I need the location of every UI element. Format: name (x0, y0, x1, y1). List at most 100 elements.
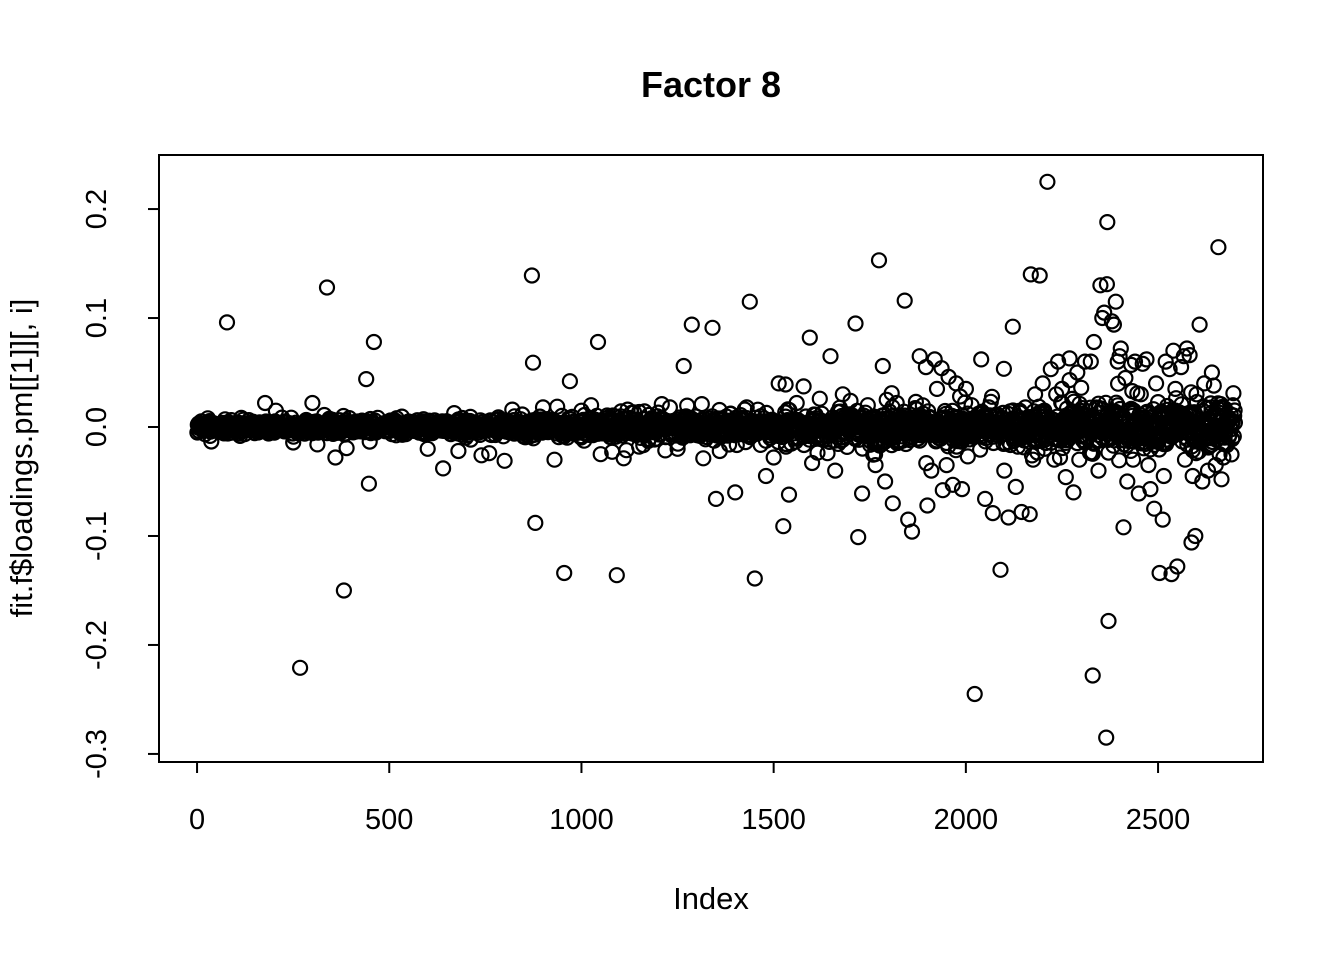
data-point (1226, 414, 1244, 431)
data-point (1132, 386, 1149, 403)
data-point (1226, 407, 1243, 424)
data-point (1084, 667, 1101, 684)
data-point (822, 348, 839, 365)
data-point (561, 373, 579, 390)
data-point (1022, 266, 1039, 283)
data-point (481, 445, 498, 462)
data-point (995, 360, 1013, 377)
data-point (888, 394, 905, 412)
data-point (1225, 385, 1242, 402)
data-point (1205, 377, 1222, 394)
data-point (1049, 353, 1067, 370)
axis-ticks (148, 208, 1160, 773)
data-point (1119, 473, 1136, 490)
data-point (1157, 353, 1174, 370)
data-point (896, 292, 913, 309)
data-point (523, 267, 541, 284)
data-point (1111, 348, 1128, 365)
data-point (1142, 481, 1159, 498)
data-point (419, 440, 436, 457)
data-point (365, 333, 382, 351)
data-point (777, 376, 794, 393)
data-point (619, 401, 636, 418)
data-point (959, 448, 976, 465)
data-point (1211, 446, 1228, 463)
data-point (727, 484, 744, 501)
data-point (1069, 364, 1086, 381)
y-tick-label: 0.2 (81, 189, 113, 229)
data-point (1061, 350, 1078, 367)
data-point (1084, 445, 1101, 462)
data-point (1226, 402, 1243, 419)
data-point (630, 438, 648, 455)
data-point (1210, 239, 1227, 256)
y-axis-label: fit.f$loadings.pm[[1]][, i] (4, 299, 39, 618)
data-point (1188, 386, 1205, 403)
data-point (1099, 214, 1116, 231)
data-point (1146, 500, 1163, 517)
data-point (615, 450, 632, 467)
data-point (801, 329, 818, 346)
data-point (1021, 506, 1038, 523)
data-point (1051, 449, 1069, 466)
data-point (983, 388, 1001, 405)
data-point (765, 449, 782, 466)
data-point (957, 380, 975, 397)
data-point (318, 279, 336, 296)
x-axis-tick-labels: 0 500 1000 1500 2000 2500 (189, 804, 1190, 836)
y-tick-label: -0.2 (81, 620, 113, 670)
data-point (1117, 369, 1134, 387)
data-point (1191, 316, 1208, 333)
data-point (1026, 386, 1044, 403)
data-point (707, 490, 725, 507)
data-point (1024, 451, 1042, 468)
data-point (435, 460, 452, 477)
data-point (884, 495, 901, 512)
data-point (919, 497, 936, 514)
data-point (1073, 379, 1090, 396)
data-point (1176, 451, 1194, 468)
data-point (795, 378, 812, 395)
data-point (741, 293, 758, 310)
data-point (867, 457, 884, 474)
x-tick-label: 2000 (934, 804, 999, 836)
data-point (358, 371, 375, 388)
data-point (669, 440, 686, 457)
data-point (976, 490, 994, 507)
data-point (1034, 375, 1051, 392)
data-point (1196, 375, 1213, 392)
data-point (1100, 612, 1117, 630)
data-point (874, 357, 891, 375)
x-tick-label: 0 (189, 804, 205, 836)
data-point (524, 354, 542, 371)
data-point (1036, 440, 1053, 457)
data-point (1154, 511, 1171, 528)
data-point (473, 447, 490, 464)
data-point (746, 570, 763, 587)
data-point (1126, 353, 1144, 370)
data-point (653, 396, 670, 413)
data-point (988, 408, 1005, 425)
y-tick-label: -0.3 (81, 729, 113, 779)
data-point (992, 561, 1009, 578)
data-point (304, 394, 321, 412)
data-point (850, 528, 867, 546)
data-point (859, 397, 876, 414)
data-point (770, 375, 787, 392)
data-point (775, 518, 792, 535)
data-point (1138, 351, 1155, 368)
data-point (1151, 564, 1168, 582)
x-tick-label: 500 (365, 804, 413, 836)
data-point (1147, 375, 1165, 392)
data-point (589, 333, 607, 351)
data-point (1082, 353, 1099, 370)
data-point (996, 462, 1013, 479)
data-point (1065, 484, 1082, 501)
data-point (592, 446, 609, 463)
data-point (292, 659, 309, 676)
data-point (683, 316, 700, 333)
data-point (1155, 467, 1172, 485)
data-point (704, 319, 721, 336)
y-tick-label: 0.0 (81, 407, 113, 447)
